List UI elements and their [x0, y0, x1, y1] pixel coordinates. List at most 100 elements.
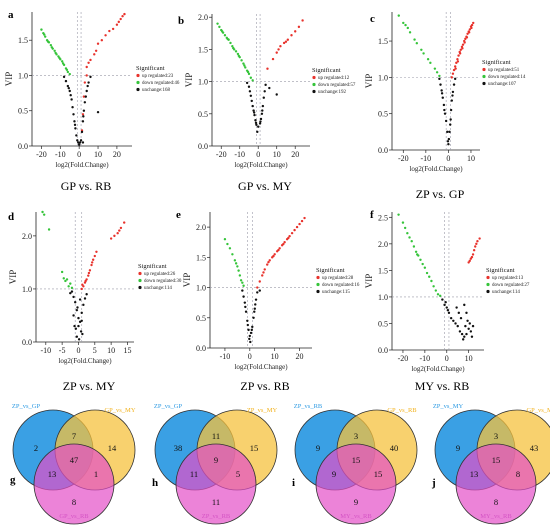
point-unchange	[248, 337, 251, 341]
point-unchange	[454, 322, 457, 325]
volcano-plot-e: -10 0 10 20 0.0 0.5 1.0 1.5 2.0 log2(Fold.Change)…	[176, 209, 360, 393]
point-up-regulated	[85, 74, 88, 77]
x-tick-label: -10	[234, 150, 245, 159]
point-unchange	[242, 295, 245, 298]
point-up-regulated	[455, 61, 458, 65]
point-down-regulated	[403, 226, 407, 230]
point-up-regulated	[453, 65, 457, 68]
point-down-regulated	[43, 33, 46, 36]
point-up-regulated	[121, 15, 124, 18]
venn-circle-c	[33, 443, 115, 525]
point-up-regulated	[266, 263, 269, 266]
point-up-regulated	[275, 51, 278, 54]
point-up-regulated	[454, 67, 457, 70]
point-down-regulated	[429, 61, 432, 65]
plot-title: GP vs. RB	[61, 179, 112, 193]
point-down-regulated	[229, 41, 232, 45]
point-unchange	[268, 86, 271, 90]
y-tick-label: 1.0	[198, 78, 208, 87]
point-down-regulated	[241, 281, 244, 284]
point-down-regulated	[438, 74, 441, 78]
point-unchange	[70, 290, 74, 293]
venn-count-bc: 8	[516, 469, 520, 479]
point-unchange	[84, 95, 87, 98]
point-up-regulated	[279, 44, 282, 48]
y-tick-label: 2.0	[196, 223, 206, 232]
point-up-regulated	[278, 247, 281, 250]
venn-count-ac: 9	[332, 469, 336, 479]
point-down-regulated	[438, 294, 442, 298]
x-axis-label: log2(Fold.Change)	[55, 161, 109, 169]
point-up-regulated	[303, 216, 306, 220]
venn-set-label-c: ZP_vs_RB	[202, 513, 231, 520]
point-unchange	[449, 123, 452, 126]
point-unchange	[254, 303, 257, 306]
x-tick-label: 10	[465, 354, 473, 363]
legend-title: Significant	[482, 59, 511, 66]
legend-entry: down regulated:46	[142, 81, 180, 86]
x-tick-label: -20	[398, 354, 409, 363]
point-up-regulated	[300, 219, 304, 223]
point-unchange	[69, 94, 72, 97]
point-unchange	[254, 298, 258, 301]
point-unchange	[75, 308, 79, 312]
point-up-regulated	[463, 41, 466, 44]
venn-count-c: 8	[494, 497, 498, 507]
point-unchange	[445, 306, 448, 309]
venn-count-bc: 1	[94, 469, 98, 479]
panel-label: f	[370, 209, 374, 221]
point-unchange	[460, 332, 464, 336]
point-unchange	[249, 94, 253, 97]
point-unchange	[252, 316, 255, 319]
point-up-regulated	[267, 260, 270, 264]
y-tick-label: 0.0	[378, 146, 388, 155]
y-tick-label: 0.0	[196, 344, 206, 353]
y-tick-label: 0.5	[378, 110, 388, 119]
y-tick-label: 1.5	[18, 36, 28, 45]
x-tick-label: 20	[291, 150, 299, 159]
legend-entry: up regulated:12	[318, 76, 350, 81]
point-down-regulated	[421, 262, 424, 266]
x-axis-label: log2(Fold.Change)	[411, 365, 465, 373]
point-down-regulated	[44, 35, 47, 38]
venn-circle-c	[455, 443, 537, 525]
point-unchange	[251, 104, 254, 108]
point-up-regulated	[90, 263, 93, 267]
legend-entry: down regulated:16	[322, 283, 360, 288]
point-up-regulated	[95, 250, 98, 253]
point-down-regulated	[406, 26, 409, 30]
point-down-regulated	[408, 31, 412, 34]
point-unchange	[452, 83, 456, 86]
point-up-regulated	[474, 245, 477, 248]
point-up-regulated	[119, 226, 123, 230]
venn-set-label-a: ZP_vs_GP	[12, 403, 41, 410]
y-tick-label: 1.0	[196, 284, 206, 293]
point-unchange	[457, 311, 461, 315]
point-unchange	[81, 141, 85, 144]
point-down-regulated	[41, 210, 44, 214]
point-up-regulated	[89, 58, 92, 62]
point-down-regulated	[67, 285, 70, 288]
point-unchange	[70, 98, 73, 101]
point-down-regulated	[223, 34, 227, 37]
venn-set-label-a: ZP_vs_MY	[433, 403, 464, 410]
point-down-regulated	[60, 270, 64, 274]
point-up-regulated	[85, 65, 88, 69]
point-unchange	[82, 115, 85, 118]
legend-entry: unchange:168	[142, 88, 171, 93]
point-up-regulated	[273, 253, 276, 256]
point-up-regulated	[464, 37, 467, 41]
point-up-regulated	[282, 41, 286, 45]
point-up-regulated	[461, 43, 465, 46]
point-up-regulated	[113, 234, 116, 238]
legend-title: Significant	[138, 263, 167, 270]
legend-entry: unchange:107	[488, 82, 517, 87]
venn-count-a: 9	[316, 443, 320, 453]
point-unchange	[451, 90, 455, 94]
point-unchange	[453, 77, 457, 81]
volcano-plot-d: -10 -5 0 5 10 15 0.0 1.0 2.0 log2(Fold.Change) VIP…	[8, 210, 182, 393]
panel-label: e	[176, 209, 181, 221]
point-unchange	[443, 108, 446, 112]
x-tick-label: -10	[220, 352, 231, 361]
point-unchange	[74, 301, 77, 304]
